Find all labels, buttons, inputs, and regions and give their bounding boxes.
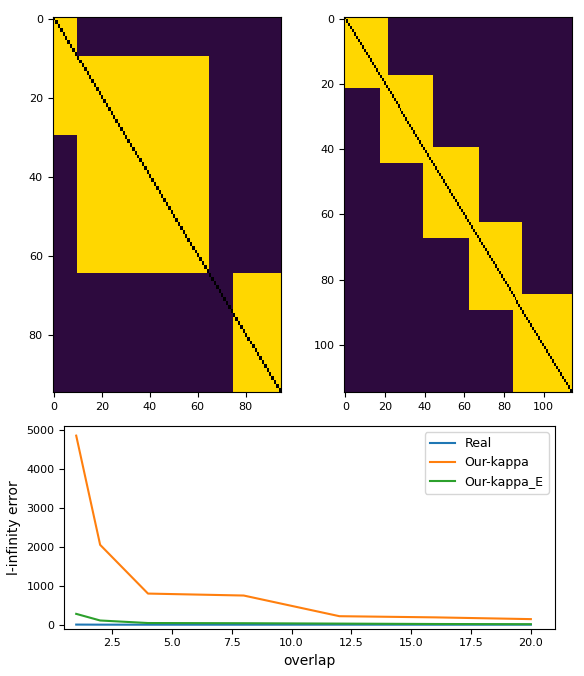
Line: Our-kappa: Our-kappa	[76, 435, 531, 619]
Our-kappa_E	[240, 619, 247, 627]
Our-kappa	[144, 589, 151, 598]
Our-kappa_E	[432, 620, 439, 628]
Real	[72, 621, 79, 629]
Our-kappa_E	[72, 610, 79, 618]
Our-kappa	[336, 612, 343, 621]
Our-kappa_E	[527, 620, 534, 628]
Y-axis label: l-infinity error: l-infinity error	[7, 480, 21, 575]
X-axis label: overlap: overlap	[283, 654, 336, 668]
Real	[527, 621, 534, 629]
Line: Our-kappa_E: Our-kappa_E	[76, 614, 531, 624]
Real	[96, 621, 103, 629]
Our-kappa_E	[96, 617, 103, 625]
Our-kappa	[96, 541, 103, 549]
Legend: Real, Our-kappa, Our-kappa_E: Real, Our-kappa, Our-kappa_E	[425, 432, 548, 493]
Our-kappa	[240, 592, 247, 600]
Our-kappa	[72, 431, 79, 439]
Our-kappa_E	[144, 619, 151, 627]
Our-kappa_E	[336, 619, 343, 627]
Our-kappa	[527, 615, 534, 623]
Our-kappa	[432, 613, 439, 621]
Real	[336, 621, 343, 629]
Real	[432, 621, 439, 629]
Real	[144, 621, 151, 629]
Real	[240, 621, 247, 629]
